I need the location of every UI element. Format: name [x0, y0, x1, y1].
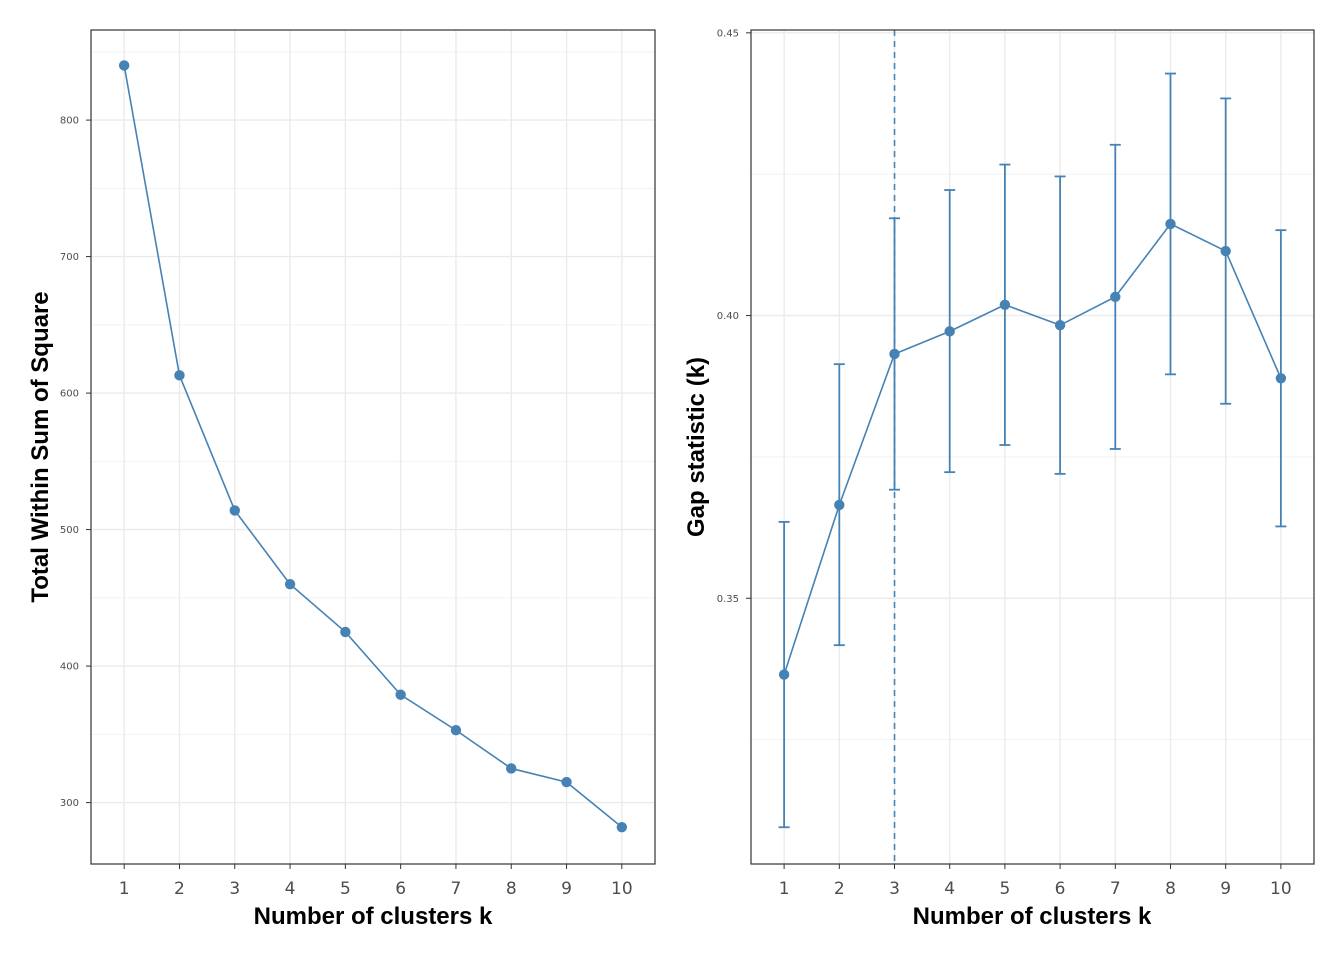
elbow-y-tick-label: 700: [60, 252, 79, 263]
gap-data-point: [778, 669, 790, 680]
elbow-data-point: [395, 689, 406, 700]
gap-y-tick-label: 0.45: [717, 28, 739, 39]
elbow-x-tick-label: 10: [611, 879, 633, 899]
elbow-data-point: [284, 578, 296, 590]
elbow-ticks: 1 2 3 4 5 6 7 8 9 10 300 400 500 600 700 800: [60, 116, 633, 899]
elbow-series-line: [123, 65, 623, 828]
gap-data-point: [1220, 245, 1231, 257]
gap-x-tick-label: 2: [834, 879, 845, 899]
gap-x-tick-label: 9: [1220, 879, 1231, 899]
elbow-x-tick-label: 8: [506, 879, 517, 899]
elbow-y-tick-label: 500: [60, 525, 79, 536]
elbow-data-point: [506, 763, 517, 774]
gap-x-tick-label: 8: [1165, 879, 1176, 899]
elbow-x-tick-label: 5: [340, 879, 351, 899]
gap-x-tick-label: 4: [944, 879, 955, 899]
elbow-data-point: [229, 505, 240, 516]
gap-x-tick-label: 3: [889, 879, 900, 899]
gap-data-point: [1275, 373, 1287, 384]
gap-data-point: [1054, 319, 1066, 331]
gap-x-tick-label: 5: [999, 879, 1010, 899]
gap-ticks: 1 2 3 4 5 6 7 8 9 10 0.35 0.40 0.45: [717, 28, 1292, 899]
elbow-data-point: [616, 821, 628, 833]
elbow-x-tick-label: 9: [561, 879, 572, 899]
elbow-y-tick-label: 800: [60, 116, 79, 127]
elbow-x-tick-label: 3: [229, 879, 240, 899]
elbow-y-tick-label: 400: [60, 662, 79, 673]
elbow-panel-background: [91, 30, 655, 864]
gap-x-tick-label: 10: [1270, 879, 1292, 899]
elbow-grid: [91, 30, 655, 864]
gap-x-tick-label: 6: [1055, 879, 1066, 899]
gap-data-point: [834, 499, 845, 511]
gap-panel-background: [751, 30, 1314, 864]
gap-data-point: [944, 326, 955, 337]
elbow-data-point: [561, 776, 572, 788]
elbow-x-tick-label: 1: [119, 879, 130, 899]
gap-series-line: [783, 222, 1282, 675]
gap-y-tick-label: 0.35: [717, 594, 739, 605]
gap-x-axis-title: Number of clusters k: [913, 903, 1152, 930]
gap-data-point: [999, 299, 1011, 310]
elbow-series: [118, 60, 628, 833]
gap-series: [778, 72, 1287, 829]
elbow-panel-border: [90, 29, 656, 865]
elbow-data-point: [340, 626, 351, 638]
gap-data-point: [1165, 218, 1176, 230]
elbow-data-point: [450, 725, 462, 736]
elbow-y-tick-label: 300: [60, 798, 79, 809]
gap-y-tick-label: 0.40: [717, 311, 739, 322]
elbow-x-axis-title: Number of clusters k: [254, 903, 493, 930]
elbow-data-point: [174, 370, 185, 381]
gap-statistic-plot: 1 2 3 4 5 6 7 8 9 10 0.35 0.40 0.45 Number of cluste…: [683, 28, 1315, 930]
gap-x-tick-label: 7: [1110, 879, 1121, 899]
elbow-x-tick-label: 4: [285, 879, 296, 899]
elbow-plot: 1 2 3 4 5 6 7 8 9 10 300 400 500 600 700 800 Number of …: [27, 29, 656, 930]
gap-panel-border: [750, 29, 1315, 865]
gap-data-point: [1110, 291, 1121, 303]
elbow-y-axis-title: Total Within Sum of Square: [27, 291, 54, 602]
elbow-x-tick-label: 6: [395, 879, 406, 899]
gap-data-point: [889, 348, 900, 360]
elbow-y-tick-label: 600: [60, 389, 79, 400]
gap-x-tick-label: 1: [779, 879, 790, 899]
elbow-x-tick-label: 7: [451, 879, 462, 899]
gap-y-axis-title: Gap statistic (k): [683, 357, 710, 537]
elbow-x-tick-label: 2: [174, 879, 185, 899]
elbow-data-point: [118, 60, 130, 71]
